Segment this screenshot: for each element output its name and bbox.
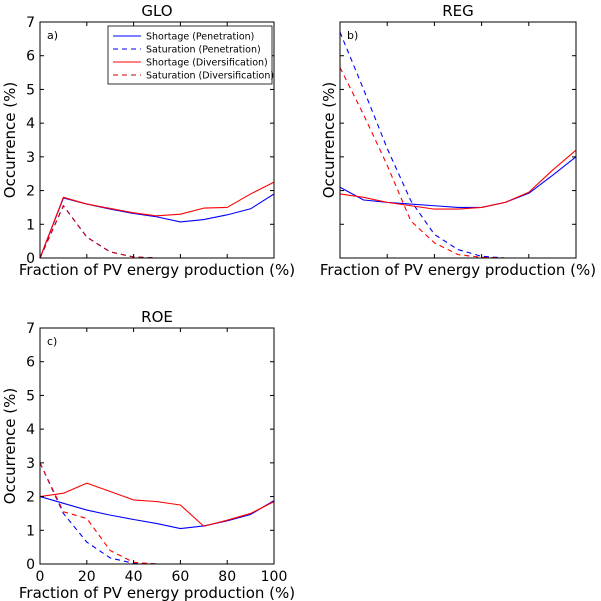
- glo-y-tick-label-3: 3: [26, 150, 35, 166]
- roe-y-tick-label-5: 5: [26, 388, 35, 404]
- roe-series-3-line: [40, 463, 274, 564]
- reg-series-3-line: [340, 68, 576, 258]
- roe-title: ROE: [141, 308, 173, 326]
- reg-panel-tag: b): [347, 29, 358, 42]
- reg-series-1-line: [340, 32, 576, 258]
- glo-y-tick-label-5: 5: [26, 82, 35, 98]
- roe-x-tick-label-1: 20: [78, 569, 96, 585]
- glo-legend-entry-1: Saturation (Penetration): [146, 45, 261, 56]
- panel-roe: 0 20 40 60 80 100 0 1 2 3 4 5 6 7 ROE c) Fraction of PV …: [1, 308, 295, 601]
- glo-series-2-line: [40, 182, 274, 258]
- roe-y-tick-label-1: 1: [26, 523, 35, 539]
- reg-y-axis-label: Occurrence (%): [320, 82, 338, 198]
- glo-y-tick-label-4: 4: [26, 116, 35, 132]
- reg-series-group: [340, 32, 576, 258]
- roe-x-axis-label: Fraction of PV energy production (%): [19, 584, 295, 601]
- roe-x-tick-label-2: 40: [125, 569, 143, 585]
- glo-y-axis-label: Occurrence (%): [1, 82, 19, 198]
- glo-panel-tag: a): [47, 29, 58, 42]
- glo-y-tick-label-6: 6: [26, 49, 35, 65]
- roe-panel-tag: c): [47, 335, 57, 348]
- reg-axes-frame: [340, 22, 576, 258]
- roe-x-tick-label-0: 0: [36, 569, 45, 585]
- roe-y-tick-label-7: 7: [26, 321, 35, 337]
- glo-y-tick-label-1: 1: [26, 217, 35, 233]
- roe-series-group: [40, 463, 274, 564]
- glo-y-tick-label-2: 2: [26, 184, 35, 200]
- roe-x-tick-label-3: 60: [171, 569, 189, 585]
- roe-y-tick-label-3: 3: [26, 456, 35, 472]
- roe-y-tick-label-4: 4: [26, 422, 35, 438]
- roe-x-tick-label-5: 100: [261, 569, 288, 585]
- reg-x-axis-label: Fraction of PV energy production (%): [320, 261, 596, 279]
- glo-title: GLO: [141, 2, 172, 20]
- glo-y-tick-label-7: 7: [26, 15, 35, 31]
- reg-title: REG: [442, 2, 474, 20]
- glo-series-1-line: [40, 206, 274, 258]
- roe-series-1-line: [40, 463, 274, 564]
- roe-y-tick-label-0: 0: [26, 557, 35, 573]
- glo-series-group: [40, 182, 274, 258]
- roe-y-tick-label-2: 2: [26, 490, 35, 506]
- roe-y-tick-label-6: 6: [26, 355, 35, 371]
- glo-legend-entry-2: Shortage (Diversification): [146, 58, 268, 69]
- glo-series-3-line: [40, 206, 274, 258]
- panel-reg: REG b) Fraction of PV energy production (%…: [320, 2, 596, 279]
- reg-series-2-line: [340, 150, 576, 209]
- roe-series-2-line: [40, 483, 274, 526]
- glo-x-axis-label: Fraction of PV energy production (%): [19, 261, 295, 279]
- roe-x-tick-label-4: 80: [218, 569, 236, 585]
- glo-series-0-line: [40, 194, 274, 258]
- glo-legend: Shortage (Penetration) Saturation (Penetr…: [108, 26, 274, 84]
- glo-legend-entry-0: Shortage (Penetration): [146, 32, 254, 43]
- glo-legend-entry-3: Saturation (Diversification): [146, 71, 274, 82]
- roe-y-axis-label: Occurrence (%): [1, 388, 19, 504]
